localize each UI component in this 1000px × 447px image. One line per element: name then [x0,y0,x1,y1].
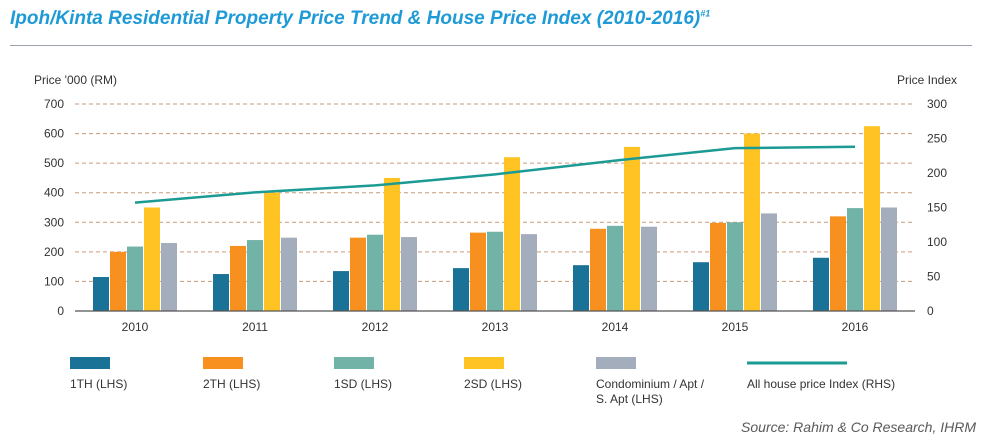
bar-5-2013 [521,234,537,311]
bar-4-2011 [264,192,280,311]
legend-label-5: S. Apt (LHS) [596,392,663,406]
bar-2-2011 [230,245,246,311]
legend-label-3: 1SD (LHS) [334,377,392,391]
bar-2-2010 [110,251,126,311]
bar-3-2013 [487,231,503,311]
bar-2-2015 [710,222,726,311]
bar-1-2012 [333,271,349,311]
legend-swatch-2 [203,357,243,369]
x-tick-label: 2010 [122,320,149,334]
title-note: #1 [700,8,711,19]
bar-2-2012 [350,237,366,311]
x-tick-label: 2013 [482,320,509,334]
y-tick-label: 200 [44,245,64,259]
bar-1-2013 [453,268,469,311]
bar-3-2012 [367,234,383,311]
y-tick-label: 400 [44,186,64,200]
legend-label-5: Condominium / Apt / [596,377,705,391]
y2-tick-label: 300 [927,97,947,111]
bar-1-2011 [213,274,229,311]
legend-swatch-1 [70,357,110,369]
y2-tick-label: 100 [927,235,947,249]
y2-tick-label: 200 [927,166,947,180]
bar-1-2014 [573,265,589,311]
legend-swatch-4 [464,357,504,369]
bar-4-2012 [384,177,400,311]
y-tick-label: 700 [44,97,64,111]
bar-4-2010 [144,207,160,311]
y2-axis-label: Price Index [897,73,957,87]
bar-4-2014 [624,146,640,311]
bar-3-2011 [247,240,263,311]
bar-5-2015 [761,213,777,311]
chart-title: Ipoh/Kinta Residential Property Price Tr… [10,8,711,29]
bar-5-2016 [881,207,897,311]
legend-label-index: All house price Index (RHS) [747,377,895,391]
y-axis-label: Price '000 (RM) [34,73,117,87]
x-tick-label: 2016 [842,320,869,334]
y-tick-label: 600 [44,127,64,141]
x-tick-label: 2015 [722,320,749,334]
bar-4-2015 [744,133,760,311]
x-tick-label: 2012 [362,320,389,334]
x-tick-label: 2014 [602,320,629,334]
source-note: Source: Rahim & Co Research, IHRM [741,419,976,435]
bar-5-2010 [161,242,177,311]
bar-5-2011 [281,237,297,311]
bar-5-2012 [401,237,417,311]
legend-swatch-3 [334,357,374,369]
index-line [134,145,856,204]
bar-4-2013 [504,157,520,311]
title-divider [10,45,972,46]
legend-label-4: 2SD (LHS) [464,377,522,391]
bar-3-2015 [727,222,743,311]
bar-2-2013 [470,232,486,311]
bar-1-2015 [693,262,709,311]
y-tick-label: 100 [44,274,64,288]
bar-3-2010 [127,246,143,311]
bar-1-2010 [93,276,109,311]
bar-3-2016 [847,208,863,311]
x-tick-label: 2011 [242,320,268,334]
y2-tick-label: 0 [927,304,934,318]
y2-tick-label: 250 [927,132,947,146]
bar-3-2014 [607,225,623,311]
y2-tick-label: 150 [927,201,947,215]
bar-2-2014 [590,228,606,311]
legend-swatch-5 [596,357,636,369]
bar-1-2016 [813,257,829,311]
legend-label-1: 1TH (LHS) [70,377,127,391]
y2-tick-label: 50 [927,270,941,284]
y-tick-label: 0 [57,304,64,318]
bar-2-2016 [830,216,846,311]
legend-label-2: 2TH (LHS) [203,377,260,391]
bar-4-2016 [864,126,880,311]
bar-5-2014 [641,226,657,311]
y-tick-label: 500 [44,156,64,170]
y-tick-label: 300 [44,215,64,229]
